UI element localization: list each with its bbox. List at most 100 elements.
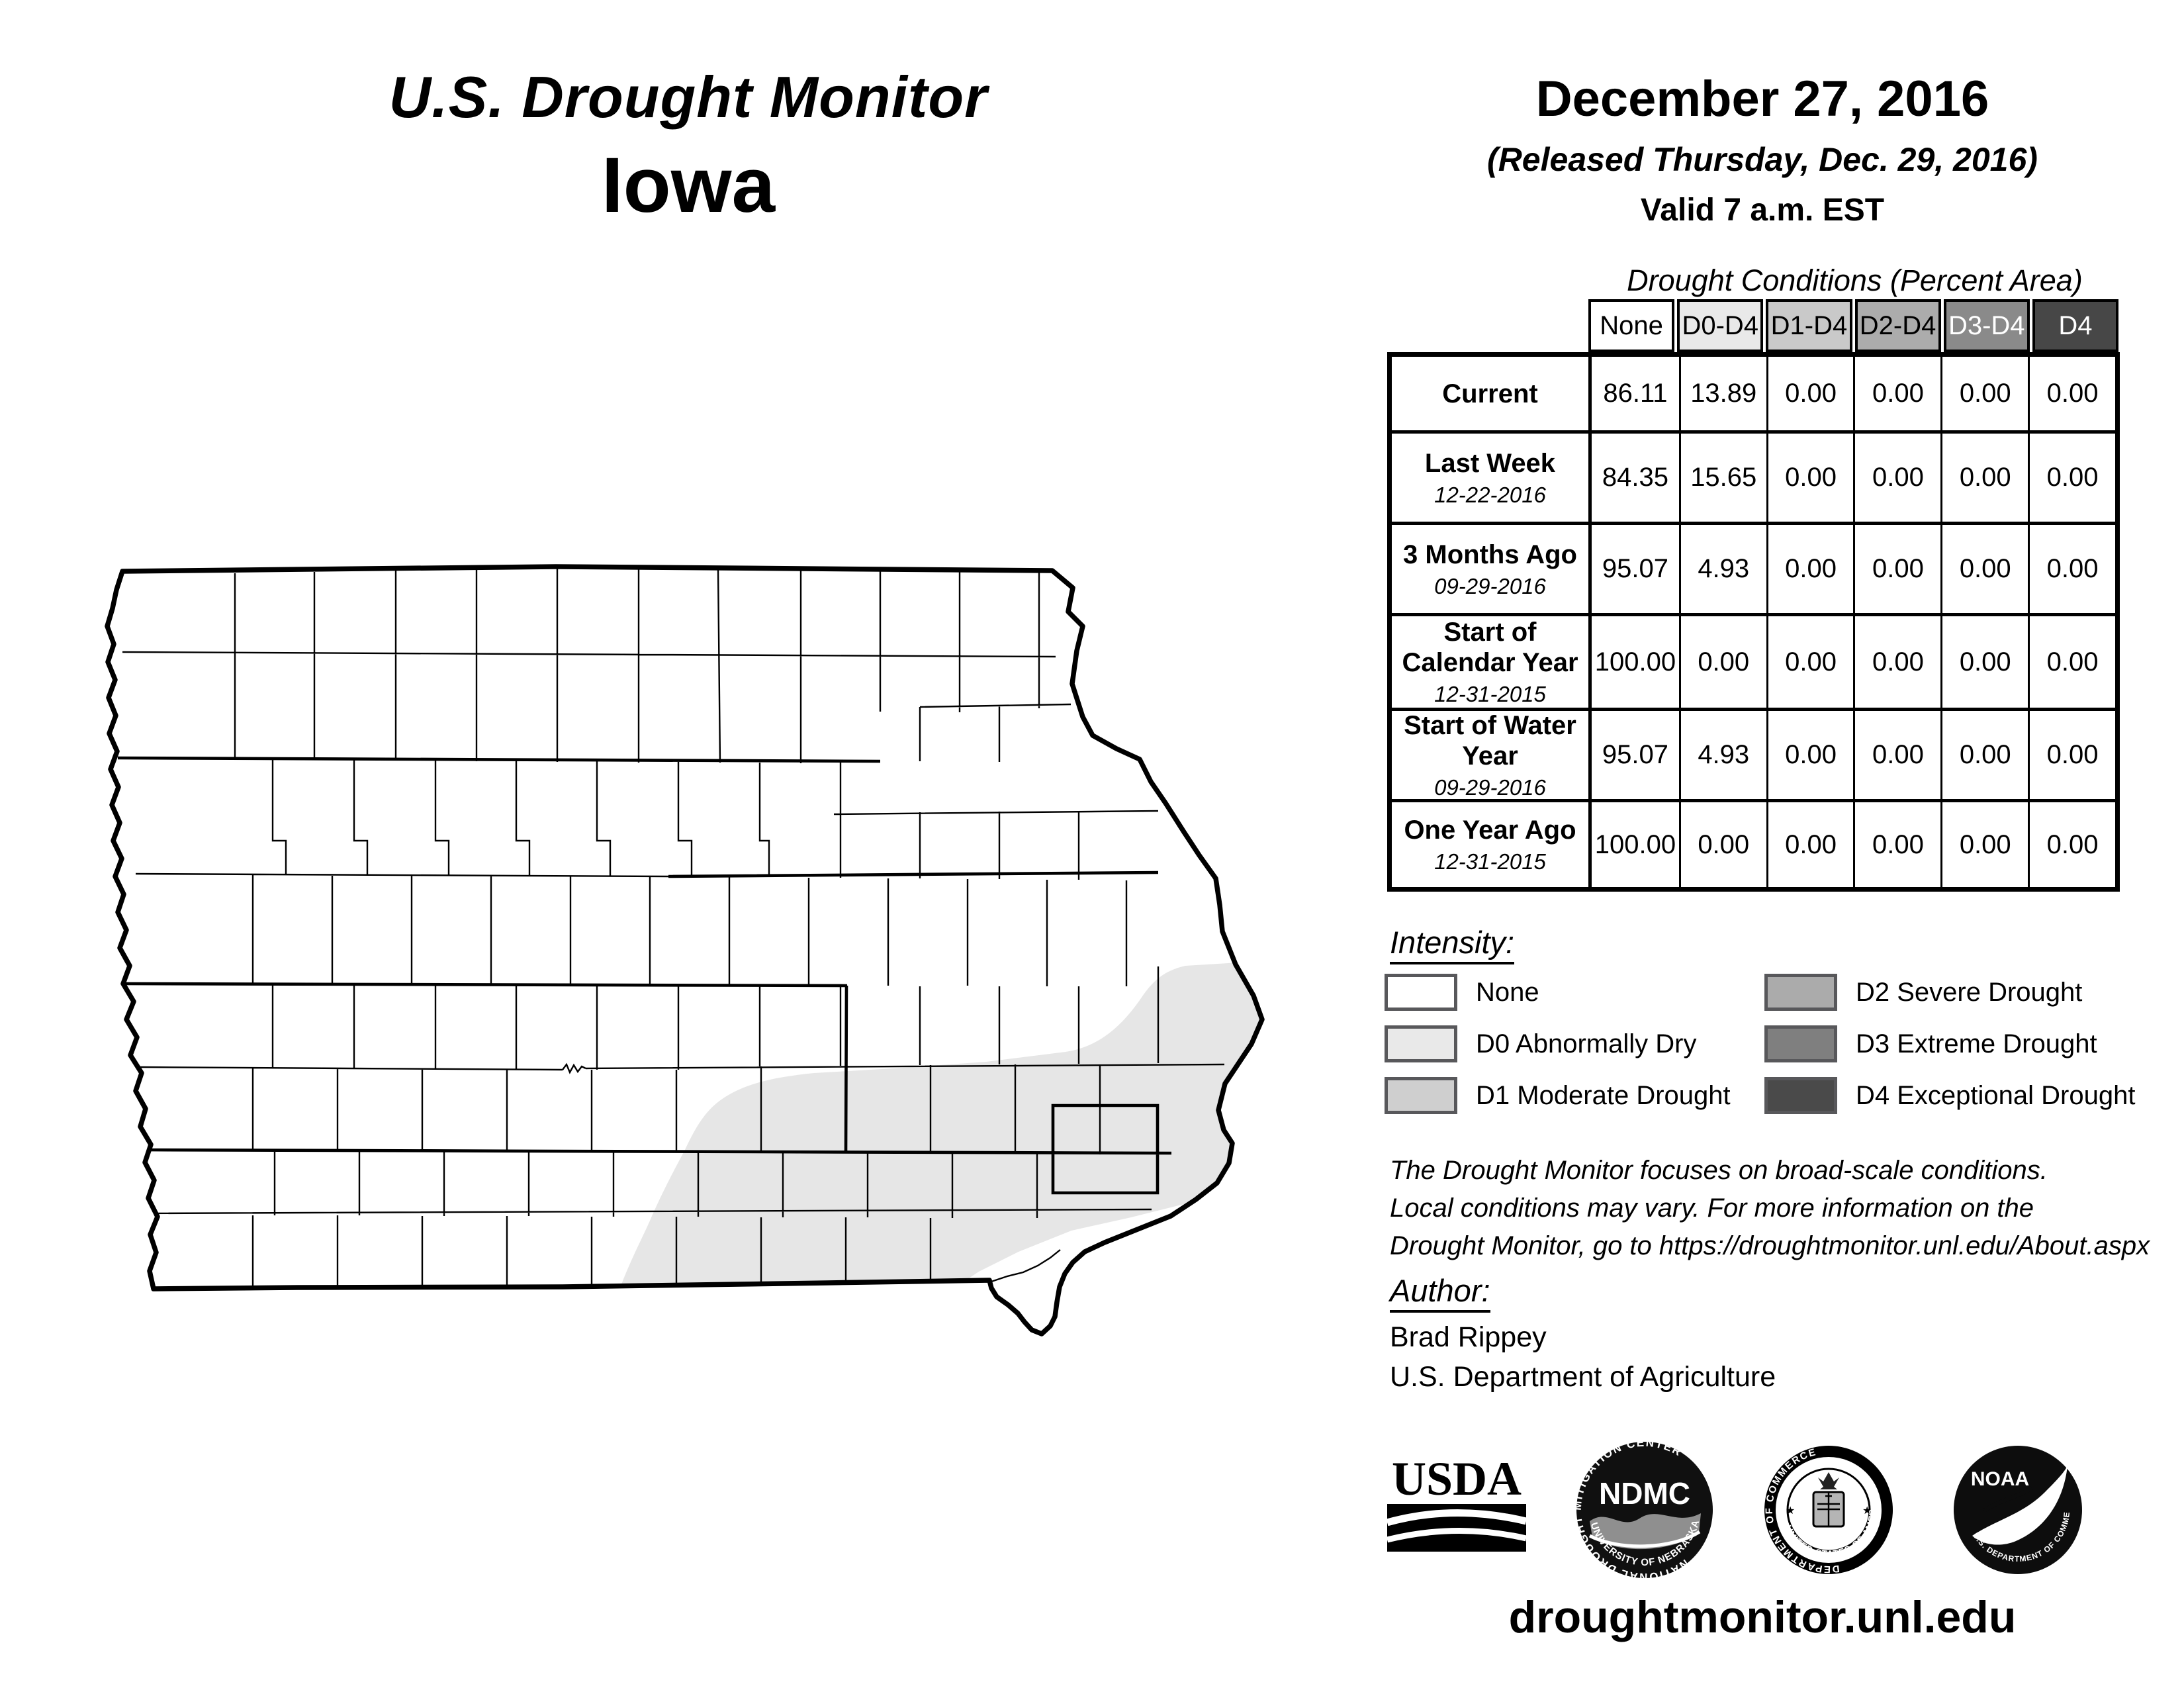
row-date-text: 09-29-2016	[1434, 573, 1546, 598]
row-date-text: 09-29-2016	[1434, 774, 1546, 800]
table-value-cell: 4.93	[1678, 711, 1766, 802]
table-value-cell: 0.00	[1940, 711, 2028, 802]
iowa-drought-map	[105, 564, 1265, 1336]
drought-monitor-url: droughtmonitor.unl.edu	[1508, 1592, 2017, 1642]
disclaimer-text: The Drought Monitor focuses on broad-sca…	[1390, 1152, 2150, 1265]
row-label-text: One Year Ago	[1404, 816, 1576, 845]
table-value-cell: 95.07	[1592, 711, 1679, 802]
table-value-cell: 0.00	[1853, 616, 1941, 711]
released-date: (Released Thursday, Dec. 29, 2016)	[1487, 141, 2038, 178]
table-value-cell: 0.00	[1678, 802, 1766, 887]
table-value-cell: 0.00	[2028, 357, 2115, 434]
table-value-cell: 0.00	[1766, 525, 1854, 616]
row-date-text: 12-22-2016	[1434, 482, 1546, 507]
table-row-label: 3 Months Ago 09-29-2016	[1392, 525, 1592, 616]
row-label-text: Current	[1442, 379, 1538, 408]
table-value-cell: 0.00	[2028, 802, 2115, 887]
row-label-text: Start of Water Year	[1404, 710, 1576, 771]
legend-item: D4 Exceptional Drought	[1764, 1070, 2135, 1121]
table-value-cell: 0.00	[1766, 434, 1854, 525]
noaa-logo-icon: NATIONAL OCEANIC AND ATMOSPHERIC ADMINIS…	[1944, 1436, 2085, 1583]
table-column-header: D2-D4	[1854, 299, 1941, 352]
legend-label: D3 Extreme Drought	[1856, 1029, 2097, 1058]
table-header-spacer	[1387, 299, 1587, 352]
agency-logos: USDA NATIONAL DROUGHT MITIGATION CENTER …	[1383, 1436, 2124, 1595]
svg-text:USDA: USDA	[1392, 1456, 1522, 1505]
table-value-cell: 0.00	[1766, 616, 1854, 711]
report-date: December 27, 2016	[1535, 71, 1989, 127]
table-row-label: One Year Ago 12-31-2015	[1392, 802, 1592, 887]
row-date-text: 12-31-2015	[1434, 849, 1546, 874]
table-value-cell: 95.07	[1592, 525, 1679, 616]
table-value-cell: 13.89	[1678, 357, 1766, 434]
table-value-cell: 0.00	[1853, 525, 1941, 616]
table-value-cell: 0.00	[1853, 711, 1941, 802]
legend-swatch	[1385, 974, 1457, 1011]
disclaimer-line: The Drought Monitor focuses on broad-sca…	[1390, 1156, 2048, 1185]
legend-item: D0 Abnormally Dry	[1385, 1018, 1731, 1070]
table-value-cell: 0.00	[1853, 434, 1941, 525]
valid-time: Valid 7 a.m. EST	[1640, 193, 1885, 228]
table-value-cell: 15.65	[1678, 434, 1766, 525]
table-value-cell: 0.00	[1853, 802, 1940, 887]
table-value-cell: 0.00	[1940, 357, 2028, 434]
legend-label: D2 Severe Drought	[1856, 977, 2083, 1007]
legend-label: None	[1476, 977, 1539, 1007]
table-value-cell: 0.00	[1678, 616, 1766, 711]
table-value-cell: 100.00	[1594, 829, 1676, 859]
table-row-label: Start of Water Year 09-29-2016	[1392, 711, 1592, 802]
table-value-cell: 0.00	[1940, 525, 2028, 616]
svg-text:NDMC: NDMC	[1599, 1476, 1690, 1511]
legend-column-left: None D0 Abnormally Dry D1 Moderate Drought	[1385, 966, 1731, 1121]
table-row-label: Start of Calendar Year 12-31-2015	[1392, 616, 1592, 711]
d0-abnormally-dry-area	[615, 962, 1262, 1304]
table-header-row: None D0-D4 D1-D4 D2-D4 D3-D4 D4	[1387, 299, 2120, 352]
svg-text:★: ★	[1786, 1505, 1795, 1517]
svg-text:★: ★	[1862, 1505, 1872, 1517]
legend-column-right: D2 Severe Drought D3 Extreme Drought D4 Ex…	[1764, 966, 2135, 1121]
table-column-header: D4	[2032, 299, 2118, 352]
legend-item: D3 Extreme Drought	[1764, 1018, 2135, 1070]
table-row-label: Last Week 12-22-2016	[1392, 434, 1592, 525]
table-value-cell: 0.00	[1853, 357, 1941, 434]
legend-item: D2 Severe Drought	[1764, 966, 2135, 1018]
legend-label: D1 Moderate Drought	[1476, 1080, 1731, 1110]
disclaimer-line: Local conditions may vary. For more info…	[1390, 1194, 2034, 1223]
table-column-header: D1-D4	[1766, 299, 1852, 352]
table-value-cell: 0.00	[1940, 802, 2028, 887]
table-value-cell: 0.00	[1766, 357, 1854, 434]
table-value-cell: 0.00	[1766, 711, 1854, 802]
legend-swatch	[1764, 1025, 1837, 1062]
table-value-cell: 0.00	[1940, 434, 2028, 525]
table-column-header: None	[1588, 299, 1675, 352]
row-label-text: 3 Months Ago	[1403, 539, 1577, 569]
table-title: Drought Conditions (Percent Area)	[1627, 263, 2083, 297]
commerce-seal-icon: DEPARTMENT OF COMMERCE UNITED STATES OF …	[1762, 1443, 1893, 1575]
legend-swatch	[1764, 1077, 1837, 1114]
iowa-state-border	[105, 564, 1265, 1336]
county-boundaries	[117, 567, 1225, 1288]
table-value-cell: 0.00	[2028, 616, 2115, 711]
ndmc-logo-icon: NATIONAL DROUGHT MITIGATION CENTER UNIVE…	[1571, 1436, 1713, 1583]
page-title: U.S. Drought Monitor	[388, 64, 988, 130]
table-row-label: Current	[1392, 357, 1592, 434]
legend-swatch	[1764, 974, 1837, 1011]
author-name: Brad Rippey	[1390, 1321, 1547, 1353]
drought-conditions-table: Current 86.11 13.89 0.00 0.00 0.00 0.00 Last We…	[1387, 352, 2120, 892]
table-column-header: D3-D4	[1943, 299, 2030, 352]
disclaimer-line: Drought Monitor, go to https://droughtmo…	[1390, 1231, 2150, 1260]
table-value-cell: 0.00	[2028, 434, 2115, 525]
table-value-cell: 0.00	[2028, 525, 2115, 616]
legend-item: None	[1385, 966, 1731, 1018]
table-value-cell: 4.93	[1678, 525, 1766, 616]
legend-swatch	[1385, 1025, 1457, 1062]
row-date-text: 12-31-2015	[1434, 682, 1546, 706]
row-label-text: Start of Calendar Year	[1402, 618, 1578, 677]
author-heading: Author:	[1390, 1272, 1490, 1313]
legend-label: D4 Exceptional Drought	[1856, 1080, 2136, 1110]
author-organization: U.S. Department of Agriculture	[1390, 1361, 1776, 1393]
legend-swatch	[1385, 1077, 1457, 1114]
climate-division-boundaries	[117, 756, 1172, 1195]
legend-label: D0 Abnormally Dry	[1476, 1029, 1697, 1058]
